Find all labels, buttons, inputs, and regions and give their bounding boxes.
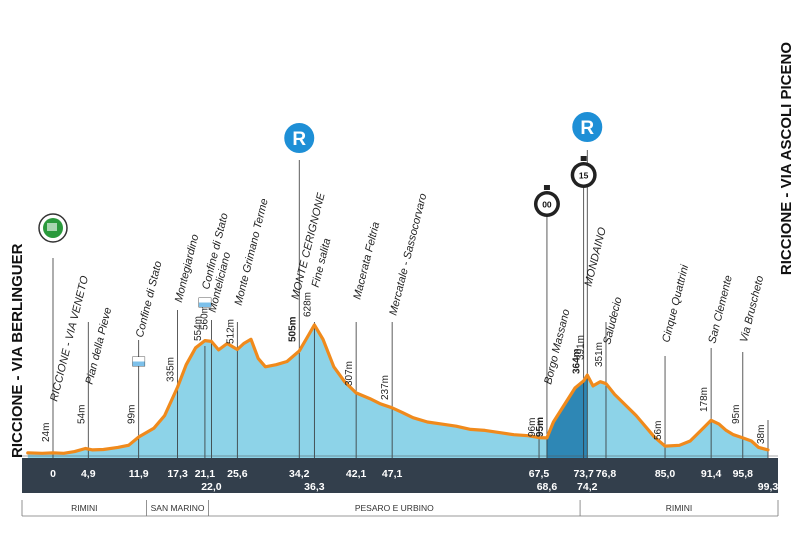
km-label-18: 95,8 (733, 468, 754, 480)
elevation-label-12: 95m (535, 417, 546, 437)
km-label-1: 4,9 (81, 468, 96, 480)
place-name-14: MONDAINO (583, 226, 609, 288)
elevation-label-11: 96m (527, 418, 538, 437)
san-marino-flag-icon-top-1 (132, 357, 145, 362)
place-name-3: Montegiardino (173, 233, 202, 304)
elevation-label-19: 38m (756, 425, 767, 444)
province-label-0: RIMINI (71, 503, 97, 513)
san-marino-flag-icon-bottom-1 (132, 361, 145, 366)
place-name-10: Mercatale - Sassocorvaro (387, 192, 429, 317)
place-name-9: Macerata Feltria (351, 221, 382, 301)
timer-icon-face-4 (537, 194, 557, 214)
elevation-label-7: 505m (287, 316, 298, 342)
timer-icon-top-4 (543, 185, 550, 190)
elevation-label-6: 512m (225, 319, 236, 344)
elevation-label-10: 237m (380, 375, 391, 400)
km-label-17: 91,4 (701, 468, 722, 480)
elevation-label-9: 307m (344, 361, 355, 386)
elevation-label-8: 628m (302, 292, 313, 317)
place-name-2: Confine di Stato (134, 260, 165, 339)
province-label-3: RIMINI (666, 503, 692, 513)
province-label-1: SAN MARINO (151, 503, 205, 513)
start-side-label: RICCIONE - VIA BERLINGUER (9, 243, 26, 458)
km-label-19: 99,3 (758, 481, 779, 493)
place-name-15: Saludecio (601, 296, 624, 346)
place-name-17: San Clemente (706, 274, 735, 345)
elevation-label-18: 95m (731, 405, 742, 424)
san-marino-flag-icon-bottom-2 (198, 302, 211, 307)
km-label-14: 74,2 (577, 481, 598, 493)
elevation-label-15: 351m (594, 342, 605, 367)
km-label-5: 22,0 (201, 481, 222, 493)
elevation-label-1: 54m (76, 405, 87, 424)
refuel-icon-3 (282, 121, 317, 155)
km-label-0: 0 (50, 468, 56, 480)
timer-icon-label-5: 15 (579, 171, 589, 181)
place-name-18: Via Bruscheto (738, 275, 766, 344)
elevation-label-4: 554m (193, 316, 204, 341)
refuel-icon-6 (570, 110, 605, 144)
elevation-label-14: 391m (575, 335, 586, 360)
km-label-12: 68,6 (537, 481, 558, 493)
km-bar (22, 458, 778, 493)
km-label-11: 67,5 (529, 468, 550, 480)
km-label-13: 73,7 (573, 468, 594, 480)
km-label-8: 36,3 (304, 481, 325, 493)
km-label-15: 76,8 (596, 468, 617, 480)
refuel-icon-label-6: R (580, 118, 594, 139)
km-label-6: 25,6 (227, 468, 248, 480)
province-label-2: PESARO E URBINO (355, 503, 434, 513)
km-label-4: 21,1 (195, 468, 216, 480)
km-label-16: 85,0 (655, 468, 676, 480)
san-marino-flag-icon-top-2 (198, 298, 211, 303)
elevation-label-16: 56m (653, 421, 664, 440)
place-name-16: Cinque Quattrini (660, 263, 691, 344)
finish-side-label: RICCIONE - VIA ASCOLI PICENO (778, 42, 795, 275)
profile-line (26, 323, 770, 455)
km-label-9: 42,1 (346, 468, 367, 480)
km-label-3: 17,3 (167, 468, 188, 480)
km-label-10: 47,1 (382, 468, 403, 480)
timer-icon-face-5 (574, 165, 594, 185)
elevation-label-2: 99m (127, 405, 138, 424)
climb-section-area (546, 375, 588, 458)
elevation-label-13: 364m (572, 348, 583, 374)
elevation-label-3: 335m (166, 357, 177, 382)
refuel-icon-label-3: R (292, 129, 306, 150)
timer-icon-top-5 (580, 156, 587, 161)
elevation-label-5: 560m (199, 305, 210, 330)
place-name-6: Monte Grimano Terme (233, 197, 271, 306)
timer-icon-label-4: 00 (542, 200, 552, 210)
km-label-7: 34,2 (289, 468, 310, 480)
elevation-label-17: 178m (699, 387, 710, 412)
start-flag-icon-check (47, 223, 57, 231)
elevation-label-0: 24m (41, 423, 52, 442)
km-label-2: 11,9 (129, 468, 149, 480)
